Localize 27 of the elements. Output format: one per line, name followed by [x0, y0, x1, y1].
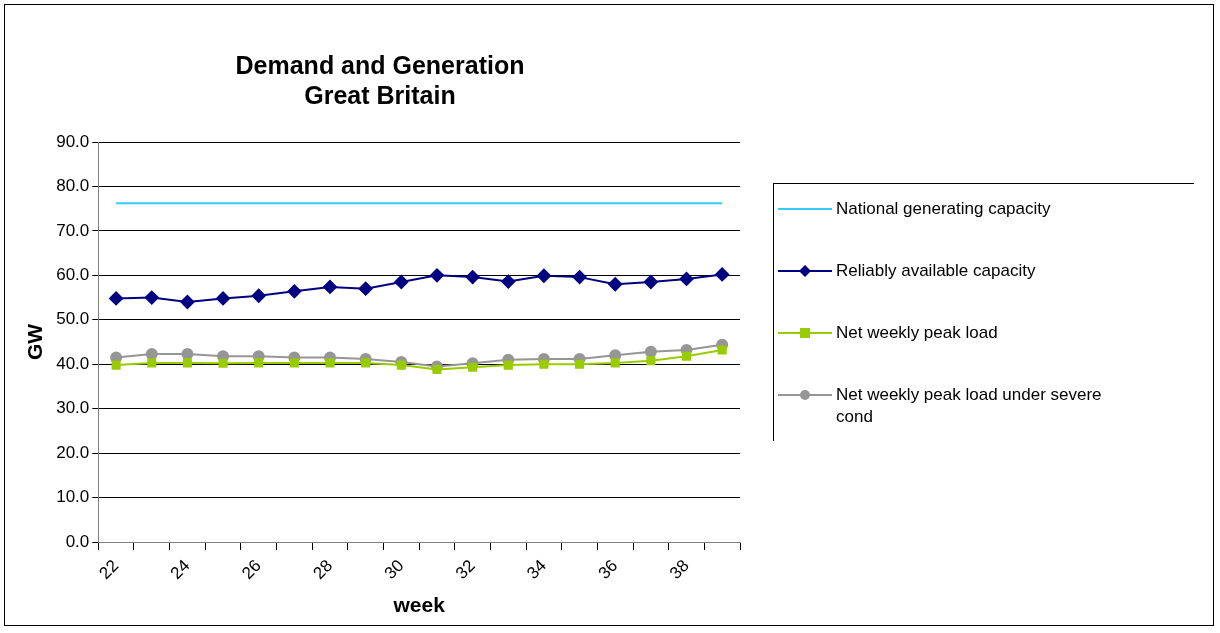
chart-subtitle: Great Britain [304, 80, 456, 109]
y-tick-label: 20.0 [56, 442, 90, 462]
y-tick-label: 90.0 [56, 131, 90, 151]
x-tick-label: 30 [380, 555, 408, 583]
chart-title: Demand and Generation [235, 50, 525, 79]
x-tick-label: 28 [309, 555, 337, 583]
x-tick-label: 22 [95, 555, 123, 583]
legend-label: Reliably available capacity [836, 260, 1037, 282]
y-tick-label: 0.0 [65, 531, 90, 551]
x-tick-label: 36 [594, 555, 622, 583]
legend-label: National generating capacity [836, 198, 1052, 220]
y-tick-label: 10.0 [56, 487, 90, 507]
y-tick-label: 40.0 [56, 353, 90, 373]
y-tick-label: 30.0 [56, 398, 90, 418]
y-tick-label: 50.0 [56, 309, 90, 329]
y-tick-label: 70.0 [56, 220, 90, 240]
x-tick-label: 34 [523, 555, 551, 583]
x-tick-label: 24 [166, 555, 194, 583]
y-tick-label: 80.0 [56, 176, 90, 196]
x-tick-label: 32 [451, 555, 479, 583]
x-tick-label: 26 [238, 555, 265, 583]
y-axis-title: GW [23, 323, 47, 361]
y-tick-label: 60.0 [56, 265, 90, 285]
x-tick-label: 38 [665, 555, 693, 583]
x-axis-title: week [392, 593, 446, 617]
legend-label: Net weekly peak load [836, 322, 999, 344]
legend-label: Net weekly peak load under severe cond [836, 384, 1103, 428]
